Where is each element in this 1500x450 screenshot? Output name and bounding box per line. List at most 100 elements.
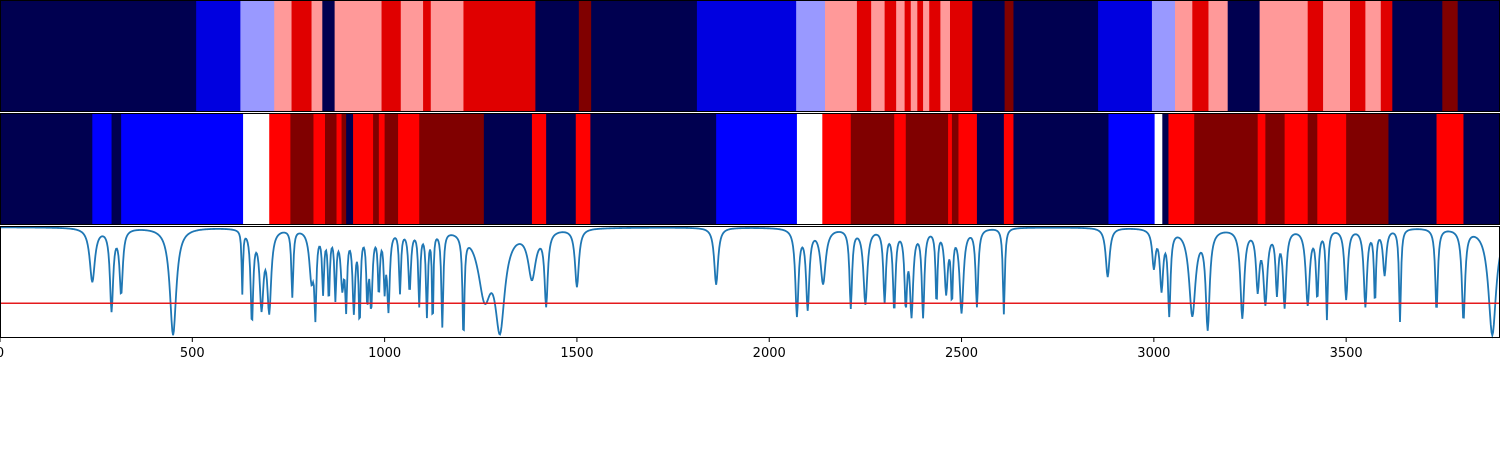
band-1-segment-40	[1257, 113, 1266, 225]
band-0-segment-1	[196, 0, 241, 112]
band-1-segment-36	[1154, 113, 1163, 225]
band-0-segment-12	[463, 0, 536, 112]
band-1-segment-42	[1284, 113, 1309, 225]
band-0-segment-32	[1013, 0, 1099, 112]
band-1-segment-20	[546, 113, 577, 225]
band-1-segment-35	[1108, 113, 1156, 225]
band-1-segment-4	[243, 113, 270, 225]
band-0-segment-6	[322, 0, 336, 112]
band-1-segment-13	[373, 113, 380, 225]
band-0-segment-4	[291, 0, 312, 112]
band-1-segment-31	[958, 113, 978, 225]
band-1-segment-6	[290, 113, 314, 225]
band-1-segment-32	[976, 113, 1005, 225]
band-1-segment-26	[850, 113, 895, 225]
band-0-segment-39	[1259, 0, 1309, 112]
band-0-segment-24	[910, 0, 918, 112]
band-1-segment-37	[1162, 113, 1169, 225]
band-1-segment-17	[419, 113, 485, 225]
band-1-segment-34	[1013, 113, 1109, 225]
x-tick-label-1500: 1500	[560, 346, 593, 361]
band-1-segment-27	[894, 113, 907, 225]
band-0-segment-27	[929, 0, 941, 112]
band-0-segment-33	[1098, 0, 1153, 112]
band-1-segment-0	[0, 113, 93, 225]
band-0-segment-35	[1175, 0, 1193, 112]
band-1-segment-24	[796, 113, 823, 225]
band-0-segment-36	[1192, 0, 1209, 112]
band-1-segment-9	[336, 113, 342, 225]
signal-panel	[0, 226, 1500, 339]
band-1-segment-15	[384, 113, 399, 225]
band-0-segment-40	[1307, 0, 1324, 112]
band-0-segment-43	[1365, 0, 1382, 112]
band-0-segment-5	[311, 0, 323, 112]
band-1-segment-14	[378, 113, 386, 225]
band-0-segment-15	[591, 0, 698, 112]
band-0-segment-42	[1350, 0, 1366, 112]
band-0-segment-44	[1380, 0, 1393, 112]
band-1-segment-47	[1436, 113, 1464, 225]
band-1-segment-3	[121, 113, 244, 225]
signal-line	[0, 226, 1500, 339]
band-0-segment-10	[423, 0, 432, 112]
band-0-segment-23	[904, 0, 912, 112]
band-0-segment-9	[400, 0, 424, 112]
band-0-segment-7	[334, 0, 382, 112]
band-1-segment-1	[92, 113, 112, 225]
band-1-segment-44	[1317, 113, 1347, 225]
band-0-segment-38	[1227, 0, 1261, 112]
band-0-segment-30	[972, 0, 1006, 112]
band-0-segment-46	[1442, 0, 1459, 112]
band-0-segment-19	[856, 0, 872, 112]
band-0-segment-41	[1323, 0, 1351, 112]
band-1-segment-38	[1168, 113, 1195, 225]
x-tick-label-500: 500	[180, 346, 205, 361]
state-band-middle	[0, 113, 1500, 225]
band-0-segment-16	[696, 0, 797, 112]
band-0-segment-45	[1392, 0, 1443, 112]
panel-frame-2	[0, 226, 1500, 338]
band-0-segment-37	[1208, 0, 1229, 112]
band-0-segment-22	[896, 0, 906, 112]
band-1-segment-39	[1194, 113, 1259, 225]
band-1-segment-41	[1265, 113, 1286, 225]
x-tick-label-1000: 1000	[368, 346, 401, 361]
band-0-segment-13	[535, 0, 580, 112]
band-0-segment-8	[381, 0, 402, 112]
x-tick-label-2000: 2000	[753, 346, 786, 361]
band-1-segment-2	[111, 113, 122, 225]
band-0-segment-11	[430, 0, 464, 112]
band-1-segment-45	[1346, 113, 1389, 225]
band-1-segment-19	[531, 113, 547, 225]
band-0-segment-34	[1151, 0, 1176, 112]
x-tick-label-3500: 3500	[1330, 346, 1363, 361]
x-tick-label-3000: 3000	[1137, 346, 1170, 361]
band-1-segment-10	[341, 113, 347, 225]
band-0-segment-21	[884, 0, 897, 112]
band-0-segment-0	[0, 0, 197, 112]
band-1-segment-16	[398, 113, 420, 225]
band-1-segment-12	[353, 113, 374, 225]
band-0-segment-17	[796, 0, 826, 112]
band-1-segment-22	[590, 113, 717, 225]
band-0-segment-18	[825, 0, 858, 112]
band-0-segment-3	[274, 0, 292, 112]
band-1-segment-23	[716, 113, 798, 225]
band-1-segment-46	[1388, 113, 1437, 225]
band-0-segment-14	[578, 0, 592, 112]
state-band-top	[0, 0, 1500, 112]
band-1-segment-29	[948, 113, 953, 225]
band-1-segment-28	[905, 113, 949, 225]
x-tick-label-2500: 2500	[945, 346, 978, 361]
band-0-segment-20	[871, 0, 886, 112]
x-tick-label-0: 0	[0, 346, 4, 361]
band-1-segment-25	[822, 113, 852, 225]
band-1-segment-11	[346, 113, 354, 225]
band-0-segment-28	[940, 0, 951, 112]
band-0-segment-25	[917, 0, 924, 112]
band-1-segment-8	[325, 113, 337, 225]
band-1-segment-43	[1307, 113, 1318, 225]
band-1-segment-7	[313, 113, 326, 225]
